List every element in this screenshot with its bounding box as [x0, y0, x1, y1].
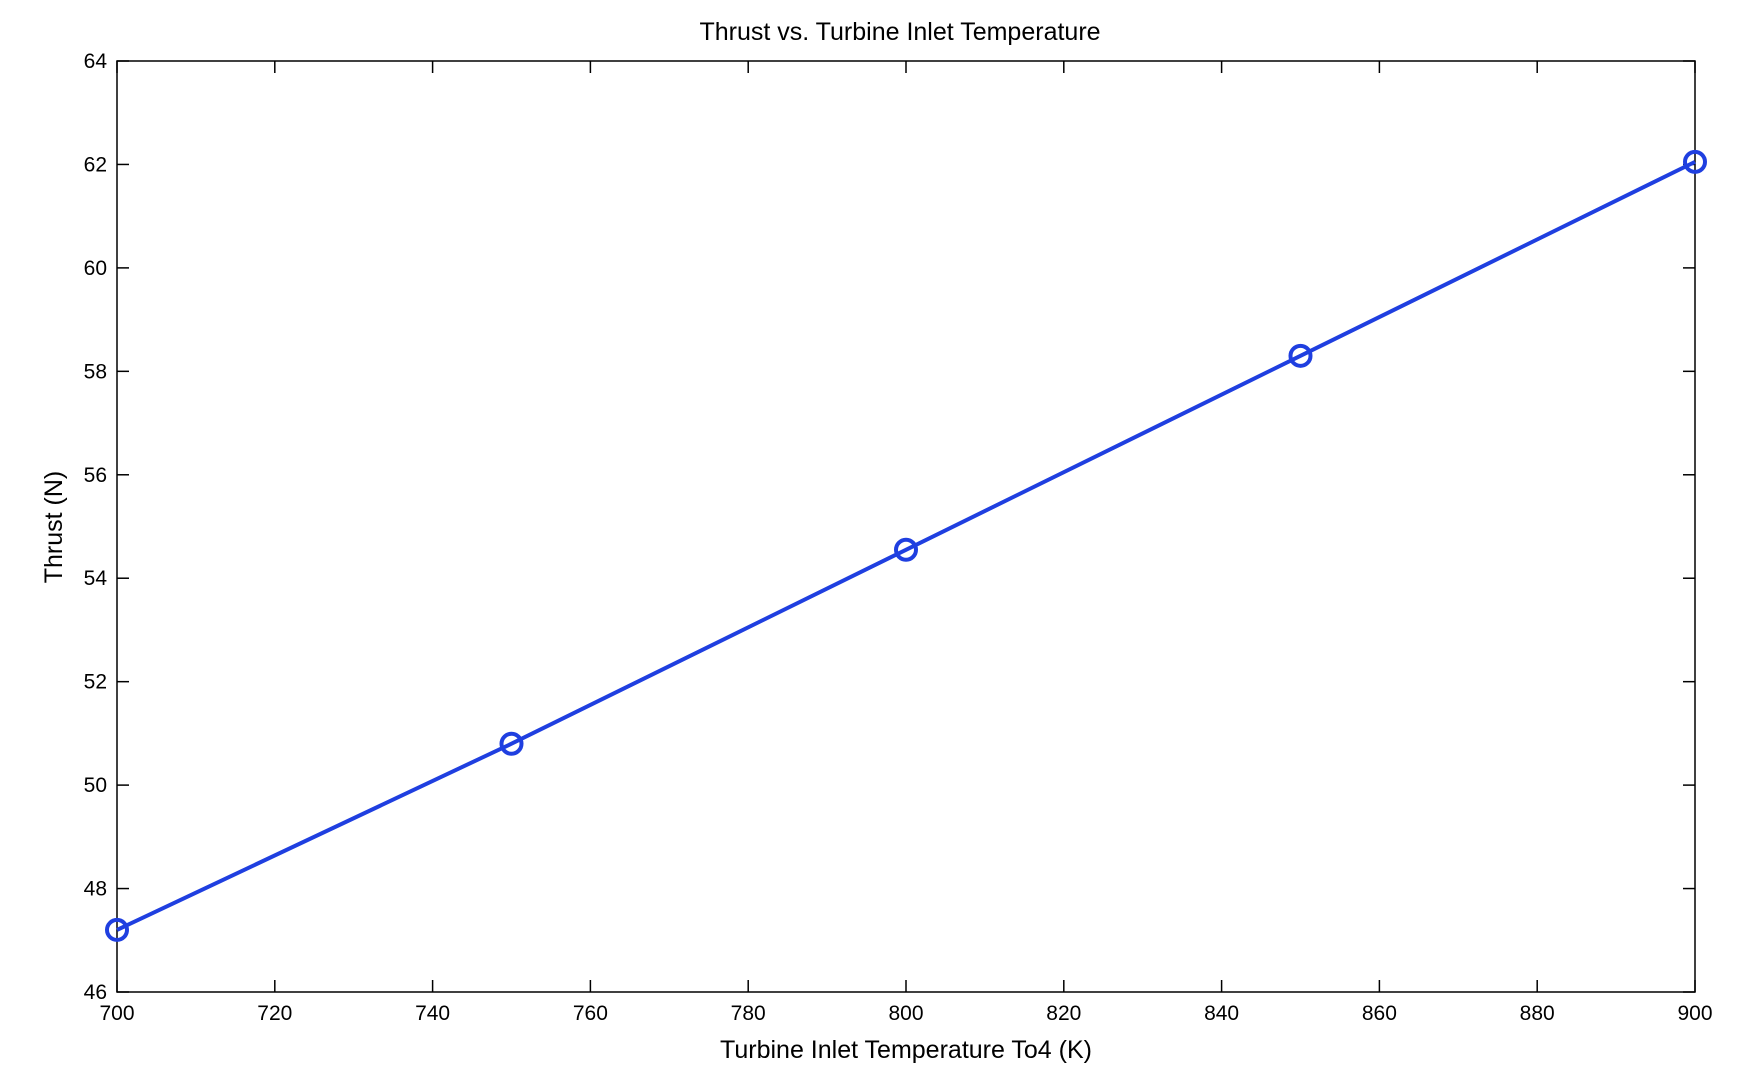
series-line: [116, 160, 1696, 932]
y-tick-label: 60: [84, 257, 107, 280]
x-tick-label: 700: [99, 1002, 134, 1025]
data-point: [1288, 343, 1313, 368]
data-point: [1683, 149, 1707, 174]
x-tick-label: 720: [257, 1002, 292, 1025]
y-tick-label: 62: [84, 153, 107, 176]
series-thrust: [105, 149, 1707, 942]
y-tick-label: 64: [84, 50, 108, 73]
y-tick-label: 50: [84, 774, 107, 797]
x-tick-label: 820: [1046, 1002, 1081, 1025]
y-tick-label: 54: [84, 567, 108, 590]
y-tick-label: 52: [84, 671, 107, 694]
x-tick-label: 760: [573, 1002, 608, 1025]
x-tick-label: 900: [1677, 1002, 1712, 1025]
y-tick-label: 58: [84, 360, 107, 383]
x-tick-label: 860: [1362, 1002, 1397, 1025]
x-tick-label: 780: [731, 1002, 766, 1025]
data-point: [499, 731, 524, 756]
x-tick-label: 880: [1520, 1002, 1555, 1025]
y-tick-label: 48: [84, 878, 107, 901]
x-tick-label: 800: [888, 1002, 923, 1025]
y-axis-label: Thrust (N): [40, 471, 68, 584]
x-axis: 700 720 740 760 780 800 820 840 860 880 900: [99, 61, 1713, 1025]
plot-area: [116, 60, 1696, 993]
data-point: [105, 917, 129, 942]
data-point: [894, 537, 918, 562]
x-axis-label: Turbine Inlet Temperature To4 (K): [720, 1036, 1092, 1064]
chart-title: Thrust vs. Turbine Inlet Temperature: [699, 18, 1100, 46]
x-tick-label: 840: [1204, 1002, 1239, 1025]
y-tick-label: 46: [84, 981, 107, 1004]
x-tick-label: 740: [415, 1002, 450, 1025]
y-tick-label: 56: [84, 464, 107, 487]
